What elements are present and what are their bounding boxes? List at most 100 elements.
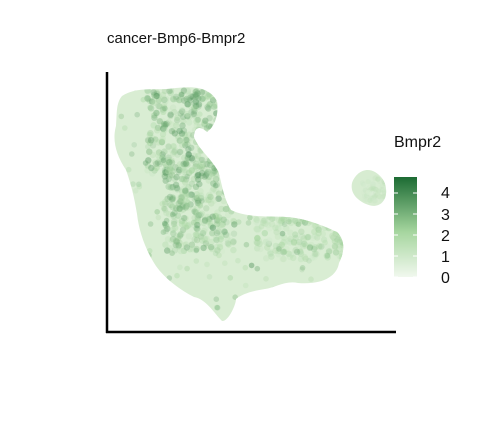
umap-point [207, 193, 214, 200]
umap-point [311, 250, 319, 257]
umap-point [280, 249, 287, 256]
umap-point [184, 204, 192, 211]
umap-point [342, 214, 344, 222]
umap-point [323, 122, 329, 129]
umap-point [183, 95, 190, 103]
umap-body [114, 87, 344, 322]
umap-point [225, 242, 232, 248]
umap-point [201, 235, 209, 243]
umap-point [207, 244, 215, 251]
umap-point [230, 238, 237, 245]
umap-point [165, 163, 173, 171]
umap-point [163, 170, 170, 177]
umap-point [165, 143, 172, 150]
umap-point [174, 151, 181, 158]
umap-point [199, 160, 206, 167]
umap-point [197, 202, 204, 209]
umap-point [325, 219, 333, 226]
umap-point [365, 178, 371, 185]
umap-point [366, 184, 372, 191]
umap-point [197, 148, 204, 155]
umap-point [172, 147, 179, 154]
umap-point [225, 211, 232, 219]
umap-point [159, 91, 167, 99]
umap-point [159, 201, 165, 207]
umap-point [330, 127, 337, 134]
umap-point [178, 91, 185, 98]
umap-point [156, 155, 163, 162]
umap-point [185, 191, 193, 198]
umap-point [169, 183, 176, 191]
umap-point [329, 233, 336, 240]
umap-point [223, 219, 230, 226]
umap-point [286, 239, 293, 246]
umap-point [165, 168, 171, 175]
umap-point [196, 200, 203, 208]
umap-point [368, 186, 374, 193]
umap-point [221, 188, 228, 195]
umap-point [213, 171, 220, 178]
umap-point [344, 251, 350, 257]
umap-point [158, 138, 166, 146]
umap-point [194, 116, 201, 124]
umap-point [206, 274, 213, 280]
umap-point [149, 134, 156, 142]
umap-point [361, 196, 367, 202]
umap-point [266, 225, 273, 232]
umap-point [221, 228, 228, 235]
umap-point [170, 194, 177, 201]
umap-point [330, 180, 337, 186]
umap-point [184, 141, 191, 148]
umap-point [185, 233, 192, 240]
umap-point [313, 160, 319, 166]
umap-point [315, 230, 322, 237]
umap-point [228, 161, 235, 168]
umap-point [178, 217, 186, 225]
umap-point [156, 160, 163, 167]
umap-point [196, 180, 203, 188]
umap-point [172, 224, 179, 231]
umap-point [170, 213, 177, 220]
umap-point [275, 251, 282, 258]
umap-point [158, 95, 165, 103]
umap-point [167, 112, 174, 120]
umap-point [184, 87, 191, 95]
umap-point [368, 179, 375, 185]
umap-point [301, 212, 308, 219]
umap-point [176, 127, 183, 135]
umap-point [161, 205, 167, 212]
umap-point [189, 157, 196, 164]
umap-point [311, 222, 318, 230]
umap-point [226, 168, 233, 175]
umap-point [213, 116, 220, 124]
umap-point [302, 152, 308, 158]
umap-point [275, 291, 281, 298]
umap-point [211, 168, 218, 175]
umap-point [215, 195, 222, 202]
umap-point [227, 187, 234, 194]
umap-point [178, 141, 186, 149]
umap-point [193, 210, 200, 217]
umap-point [341, 252, 344, 260]
umap-point [145, 143, 151, 150]
umap-point [178, 194, 185, 201]
umap-point [207, 196, 214, 203]
umap-point [183, 176, 190, 183]
umap-point [373, 198, 379, 204]
umap-point [254, 234, 261, 242]
umap-point [261, 217, 268, 224]
umap-point [198, 164, 205, 171]
umap-point [222, 176, 229, 183]
umap-point [159, 151, 166, 158]
umap-point [283, 225, 290, 232]
umap-point [284, 288, 290, 295]
umap-point [281, 234, 288, 241]
umap-point [322, 216, 330, 224]
umap-point [160, 157, 167, 163]
umap-point [147, 130, 154, 137]
umap-point [162, 241, 169, 248]
umap-point [212, 250, 219, 257]
umap-point [199, 198, 205, 204]
umap-point [173, 184, 181, 192]
umap-point [254, 239, 261, 246]
